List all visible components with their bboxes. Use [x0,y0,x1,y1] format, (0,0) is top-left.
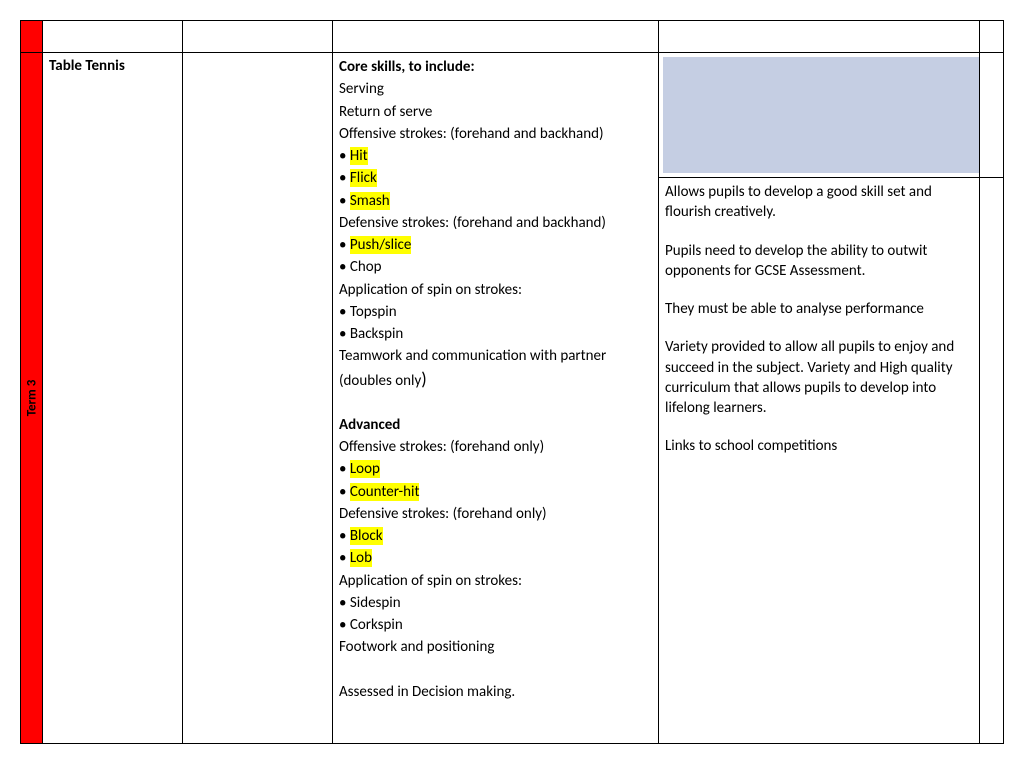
advanced-header: Advanced [339,415,652,435]
main-row: Term 3 Table Tennis Core skills, to incl… [21,53,1003,743]
skill-topspin: • Topspin [339,302,652,322]
defensive-strokes2-header: Defensive strokes: (forehand only) [339,504,652,524]
rationale-column: Allows pupils to develop a good skill se… [659,53,1003,743]
skill-counterhit: • Counter-hit [339,482,652,502]
rationale-text: Allows pupils to develop a good skill se… [659,178,979,743]
header-row [21,21,1003,53]
rationale-p3: They must be able to analyse performance [665,299,973,319]
rationale-p2: Pupils need to develop the ability to ou… [665,241,973,282]
topic-title: Table Tennis [49,57,125,75]
skill-serving: Serving [339,79,652,99]
core-skills-header: Core skills, to include: [339,57,652,77]
spin-application-header: Application of spin on strokes: [339,280,652,300]
term-label: Term 3 [24,380,39,417]
skill-loop: • Loop [339,459,652,479]
skill-chop: • Chop [339,257,652,277]
rationale-bottom: Allows pupils to develop a good skill se… [659,177,1003,743]
skill-teamwork: Teamwork and communication with partner … [339,346,652,391]
rationale-p4: Variety provided to allow all pupils to … [665,337,973,418]
curriculum-table: Term 3 Table Tennis Core skills, to incl… [20,20,1004,744]
assessed-note: Assessed in Decision making. [339,682,652,702]
skill-smash: • Smash [339,191,652,211]
topic-column: Table Tennis [43,53,183,743]
skills-column: Core skills, to include: Serving Return … [333,53,659,743]
rationale-top [659,53,1003,177]
skill-corkspin: • Corkspin [339,615,652,635]
skill-flick: • Flick [339,168,652,188]
skill-backspin: • Backspin [339,324,652,344]
skill-block: • Block [339,526,652,546]
thin-col-top [979,53,1003,177]
header-right-cell [659,21,1003,53]
skill-return: Return of serve [339,102,652,122]
defensive-strokes-header: Defensive strokes: (forehand and backhan… [339,213,652,233]
offensive-strokes-header: Offensive strokes: (forehand and backhan… [339,124,652,144]
header-term-cell [21,21,43,53]
header-skills-cell [333,21,659,53]
header-blank-cell [183,21,333,53]
skill-lob: • Lob [339,548,652,568]
header-topic-cell [43,21,183,53]
skill-sidespin: • Sidespin [339,593,652,613]
thin-col-bot [979,178,1003,743]
rationale-p1: Allows pupils to develop a good skill se… [665,182,973,223]
blank-column [183,53,333,743]
skill-pushslice: • Push/slice [339,235,652,255]
offensive-strokes2-header: Offensive strokes: (forehand only) [339,437,652,457]
shaded-box [663,57,979,173]
rationale-p5: Links to school competitions [665,436,973,456]
term-column: Term 3 [21,53,43,743]
skill-hit: • Hit [339,146,652,166]
spin-application2-header: Application of spin on strokes: [339,571,652,591]
skill-footwork: Footwork and positioning [339,637,652,657]
